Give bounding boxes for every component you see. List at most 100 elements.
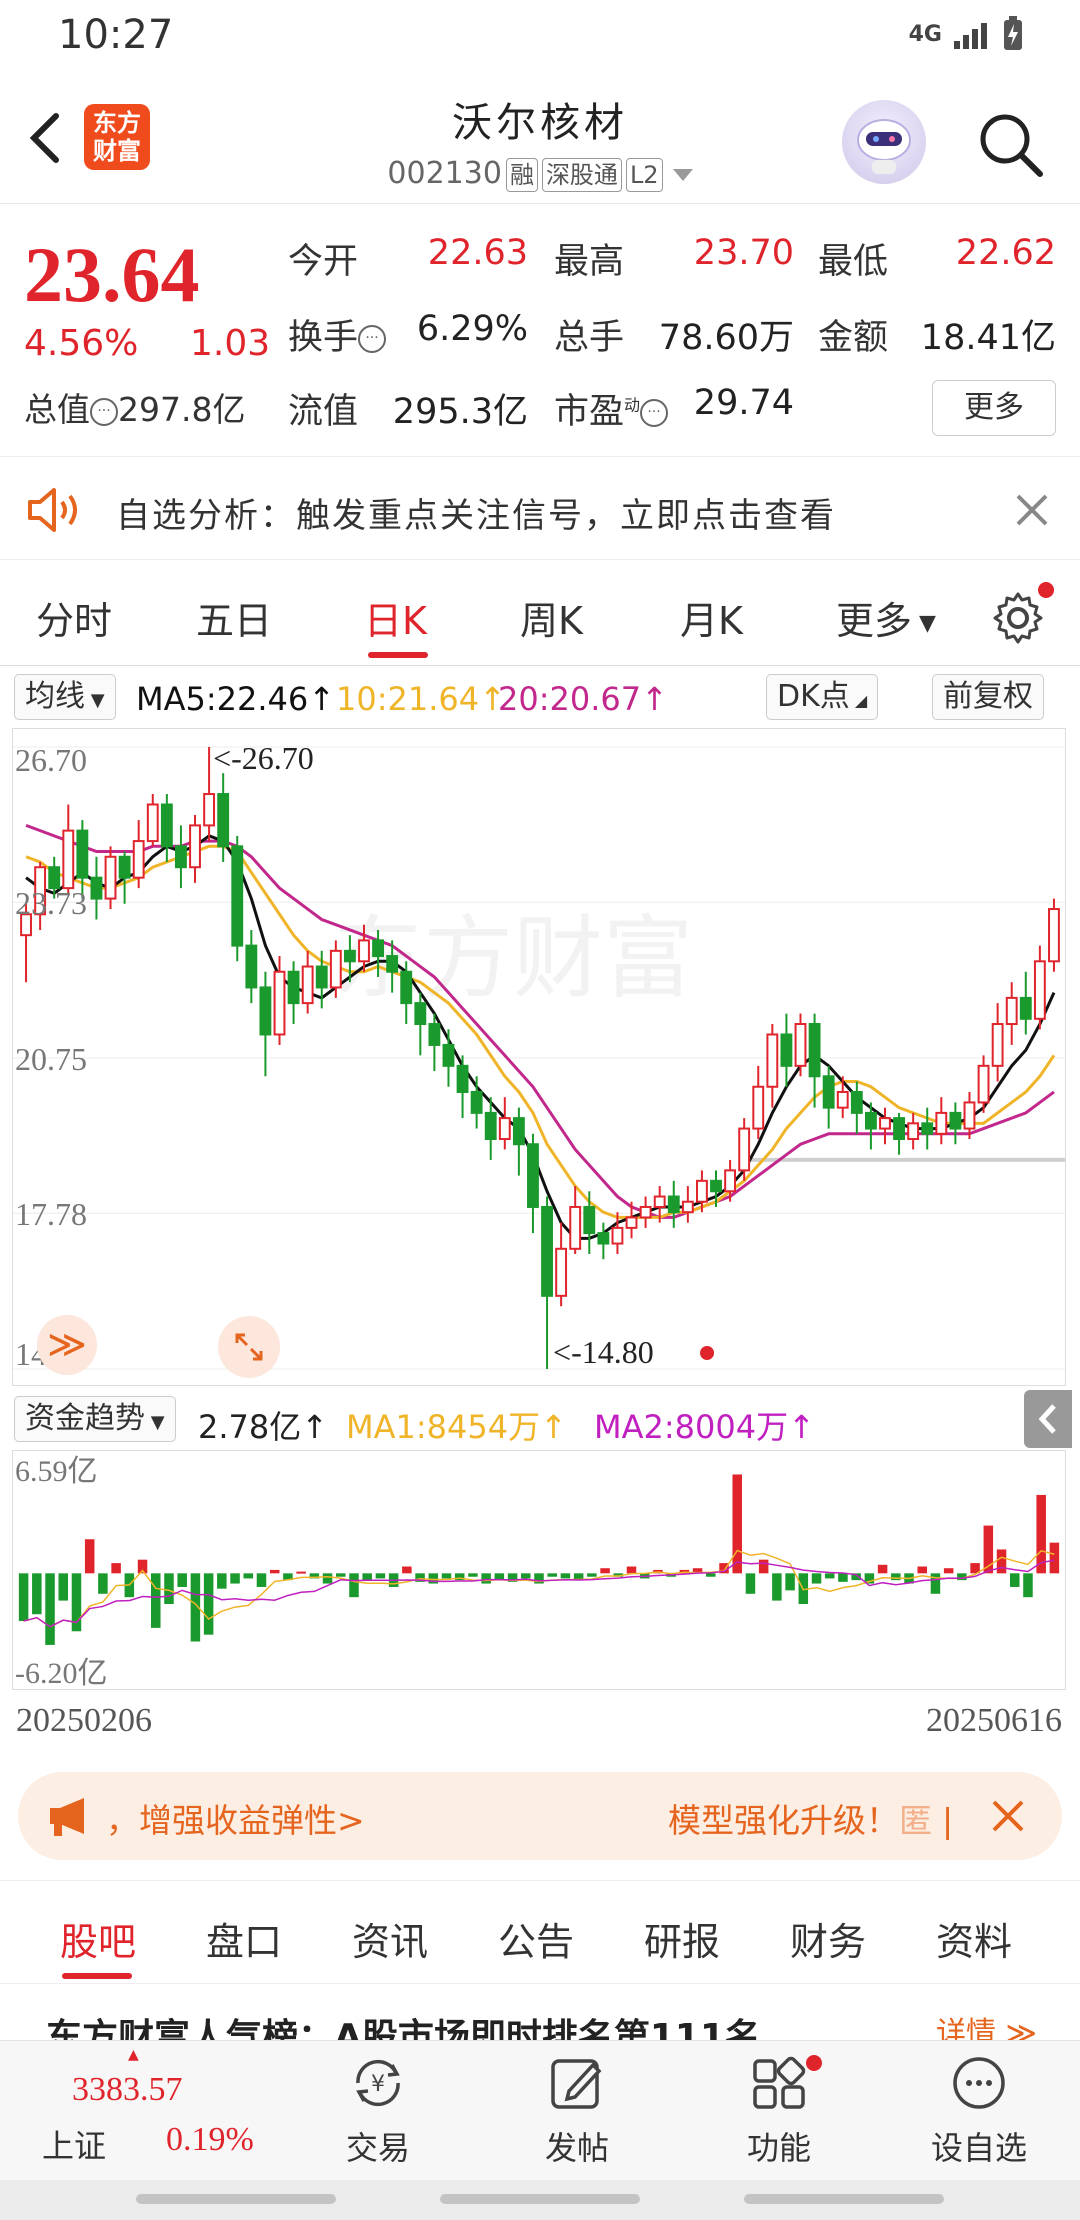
candle-up [724,1169,737,1193]
candle-up [879,1117,891,1130]
index-percent[interactable]: 0.19% [166,2121,254,2158]
nav-handle-center[interactable] [440,2194,640,2204]
indicator-selector[interactable]: 均线 ▼ [14,674,116,720]
flow-bar-inflow [600,1568,610,1574]
candle-down [527,1143,539,1208]
volume-label: 总手 [554,318,625,358]
more-button[interactable]: 更多 [932,380,1056,436]
flow-selector-label: 资金趋势 [25,1401,145,1436]
candle-down [160,803,173,848]
nav-post[interactable]: 发帖 [512,2051,642,2169]
index-value[interactable]: 3383.57 [72,2071,183,2108]
turnover-value: 6.29% [416,309,528,349]
fullscreen-icon[interactable] [217,1315,281,1379]
assistant-robot-icon[interactable] [842,100,926,184]
flow-bar-outflow [824,1573,835,1579]
candle-down [287,970,300,1005]
flow-bar-outflow [811,1573,822,1584]
tab-monthly-k[interactable]: 月K [680,599,743,643]
pe-dynamic-sup: 动 [624,395,641,415]
candle-up [20,913,32,937]
flow-bar-inflow [626,1566,637,1574]
flow-bar-outflow [454,1573,465,1581]
kline-chart[interactable]: 东方财富 26.7023.7320.7517.7814.80<-26.70<-1… [12,728,1066,1386]
tab-weekly-k[interactable]: 周K [520,599,583,643]
high-label: 最高 [554,242,625,282]
promo-banner[interactable]: ，增强收益弹性> 模型强化升级！匿 | [18,1772,1062,1860]
gear-icon[interactable] [990,590,1046,646]
candle-up [1048,908,1060,963]
megaphone-icon [50,1798,84,1836]
close-icon[interactable] [988,1796,1028,1836]
flow-bar-outflow [415,1573,425,1582]
nav-handle-right[interactable] [744,2194,944,2204]
chart-period-tabs: 分时 五日 日K 周K 月K 更多 ▼ [0,562,1080,666]
back-arrow-icon[interactable] [22,108,72,168]
turnover-label[interactable]: 换手 ··· [288,309,387,360]
adjust-button[interactable]: 前复权 [932,674,1044,720]
nav-functions[interactable]: 功能 [714,2051,844,2169]
last-price: 23.64 [24,231,200,318]
index-name[interactable]: 上证 [42,2127,107,2165]
candle-down [470,1090,483,1114]
ranking-text: 东方财富人气榜：A股市场即时排名第111名 [46,2017,762,2040]
flow-bar-outflow [507,1573,518,1582]
candle-up [203,793,216,827]
stock-code-selector[interactable]: 002130 融深股通 L2 [0,156,1080,192]
change-percent: 4.56% [24,323,139,364]
expand-left-icon[interactable]: ≫ [37,1315,97,1375]
tab-announcements[interactable]: 公告 [498,1920,575,1964]
tab-forum[interactable]: 股吧 [60,1920,137,1964]
flow-bar-inflow [296,1571,306,1574]
capital-flow-chart[interactable]: 6.59亿 -6.20亿 [12,1450,1066,1690]
tab-order-book[interactable]: 盘口 [206,1920,283,1964]
nav-post-label: 发帖 [544,2129,609,2167]
y-tick-label: 26.70 [15,742,87,778]
tab-daily-k[interactable]: 日K [364,599,427,643]
ma20-value: 20:20.67↑ [498,680,668,718]
tab-profile[interactable]: 资料 [936,1920,1013,1964]
flow-bar-inflow [1036,1494,1046,1574]
ranking-detail-link[interactable]: 详情 ≫ [936,2016,1037,2040]
flow-bar-outflow [785,1573,795,1591]
amount-label: 金额 [818,318,889,358]
candle-up [273,970,286,1036]
amount-value: 18.41亿 [920,318,1056,358]
candle-up [146,803,159,843]
nav-trade[interactable]: ¥ 交易 [313,2051,443,2169]
candle-down [484,1111,497,1141]
total-value-label[interactable]: 总值 ··· 297.8亿 [24,383,245,431]
tab-news[interactable]: 资讯 [352,1920,429,1964]
tab-financials[interactable]: 财务 [790,1920,867,1964]
flow-indicator-selector[interactable]: 资金趋势 ▼ [14,1396,176,1442]
candle-down [541,1205,553,1297]
flow-bar-outflow [772,1573,782,1601]
flow-svg: 6.59亿 -6.20亿 [15,1455,1060,1690]
candle-down [259,986,272,1036]
pe-label[interactable]: 市盈动 ··· [554,383,669,434]
search-icon[interactable] [974,108,1046,180]
tab-research[interactable]: 研报 [644,1920,721,1964]
total-value-label-text: 总值 [24,390,90,429]
network-type: 4G [908,21,942,47]
tab-more[interactable]: 更多 ▼ [836,590,936,645]
tab-intraday[interactable]: 分时 [36,599,113,643]
pe-value: 29.74 [693,383,794,423]
chevron-left-icon [1038,1404,1056,1434]
nav-handle-left[interactable] [136,2194,336,2204]
close-icon[interactable] [1012,490,1052,530]
flow-bar-outflow [243,1573,254,1579]
candle-up [34,866,47,916]
flow-bar-inflow [269,1569,280,1574]
tab-five-day[interactable]: 五日 [196,599,273,643]
side-panel-toggle[interactable] [1024,1390,1072,1448]
flow-bar-inflow [719,1563,729,1574]
popularity-ranking[interactable]: 东方财富人气榜：A股市场即时排名第111名 详情 ≫ [0,1990,1080,2040]
flow-ma1-line [23,1549,1055,1628]
nav-add-watchlist[interactable]: 设自选 [914,2051,1044,2169]
alert-banner[interactable]: 自选分析：触发重点关注信号，立即点击查看 [0,458,1080,560]
dk-point-button[interactable]: DK点 ◢ [766,674,879,720]
candle-down [315,965,328,989]
flow-bar-outflow [190,1573,201,1642]
flow-bar-outflow [71,1573,82,1632]
